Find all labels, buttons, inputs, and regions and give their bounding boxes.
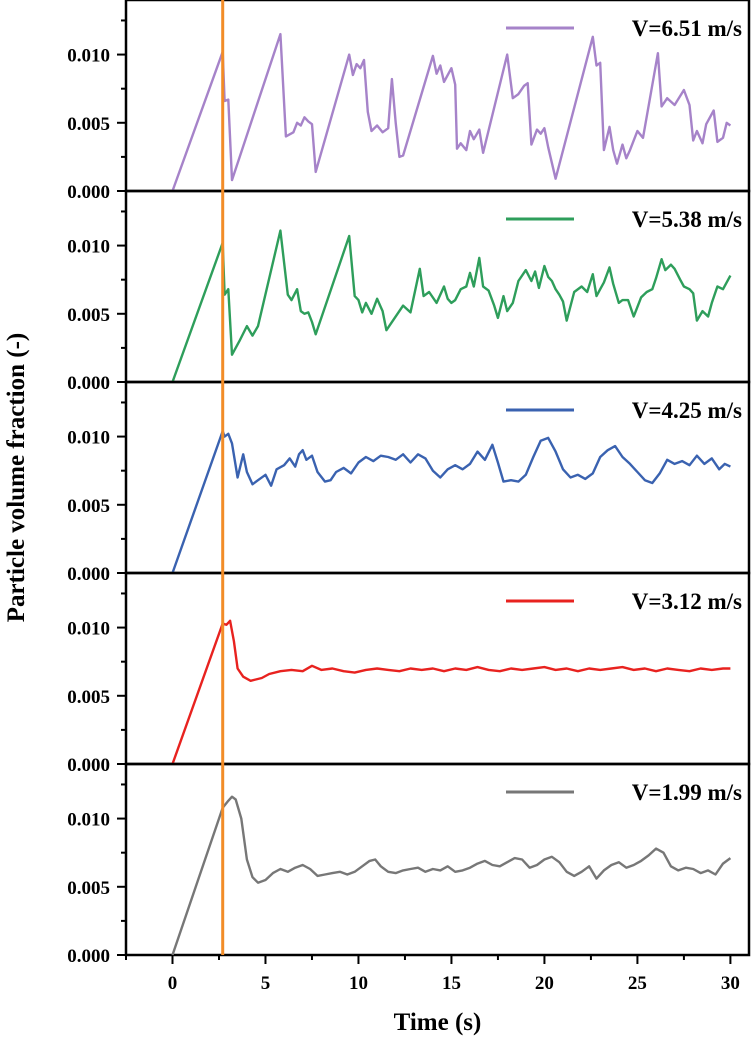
y-tick-label: 0.005 xyxy=(67,305,110,326)
panel-1: 0.000 0.005 0.010 V=6.51 m/s xyxy=(67,0,751,203)
x-axis-title: Time (s) xyxy=(394,1009,482,1036)
y-tick-label: 0.000 xyxy=(67,946,110,967)
x-tick-label: 30 xyxy=(721,973,740,994)
y-tick-label: 0.005 xyxy=(67,687,110,708)
panel-4: 0.000 0.005 0.010 V=3.12 m/s xyxy=(67,571,751,776)
panel-3: 0.000 0.005 0.010 V=4.25 m/s xyxy=(67,380,751,585)
y-tick-label: 0.010 xyxy=(67,46,110,67)
panel-5: 0.000 0.005 0.010 V=1.99 m/s xyxy=(67,762,751,967)
x-tick-label: 25 xyxy=(628,973,647,994)
y-tick-label: 0.005 xyxy=(67,114,110,135)
y-tick-label: 0.000 xyxy=(67,564,110,585)
panel-2: 0.000 0.005 0.010 V=5.38 m/s xyxy=(67,189,751,394)
y-tick-label: 0.010 xyxy=(67,428,110,449)
x-tick-label: 10 xyxy=(349,973,368,994)
legend-label: V=3.12 m/s xyxy=(632,589,742,614)
series-line xyxy=(171,32,732,192)
legend-label: V=6.51 m/s xyxy=(632,16,742,41)
legend-label: V=5.38 m/s xyxy=(632,207,742,232)
shared-axis-layer: 0 5 10 15 20 25 30 Time (s) Particle volume frac… xyxy=(3,0,740,1036)
series-line xyxy=(171,795,732,956)
x-tick-label: 20 xyxy=(535,973,554,994)
x-tick-label: 5 xyxy=(261,973,271,994)
x-tick-label: 0 xyxy=(168,973,178,994)
y-tick-label: 0.000 xyxy=(67,755,110,776)
series-line xyxy=(171,229,732,383)
series-line xyxy=(171,429,731,574)
y-tick-label: 0.005 xyxy=(67,496,110,517)
y-tick-label: 0.010 xyxy=(67,619,110,640)
legend-label: V=4.25 m/s xyxy=(632,398,742,423)
y-tick-label: 0.010 xyxy=(67,810,110,831)
y-tick-label: 0.005 xyxy=(67,878,110,899)
panel-frame xyxy=(124,762,751,957)
panels-layer: 0.000 0.005 0.010 V=6.51 m/s 0.000 0.005 0.010… xyxy=(67,0,751,967)
y-tick-label: 0.010 xyxy=(67,237,110,258)
x-tick-label: 15 xyxy=(442,973,461,994)
y-tick-label: 0.000 xyxy=(67,373,110,394)
legend-label: V=1.99 m/s xyxy=(632,780,742,805)
y-axis-title: Particle volume fraction (-) xyxy=(3,333,30,622)
y-tick-label: 0.000 xyxy=(67,182,110,203)
series-line xyxy=(171,619,731,765)
